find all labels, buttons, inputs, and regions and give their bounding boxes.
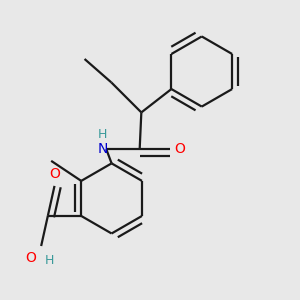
Text: O: O	[49, 167, 60, 181]
Text: O: O	[25, 251, 36, 265]
Text: N: N	[98, 142, 108, 156]
Text: O: O	[175, 142, 186, 156]
Text: H: H	[44, 254, 54, 267]
Text: H: H	[98, 128, 108, 141]
